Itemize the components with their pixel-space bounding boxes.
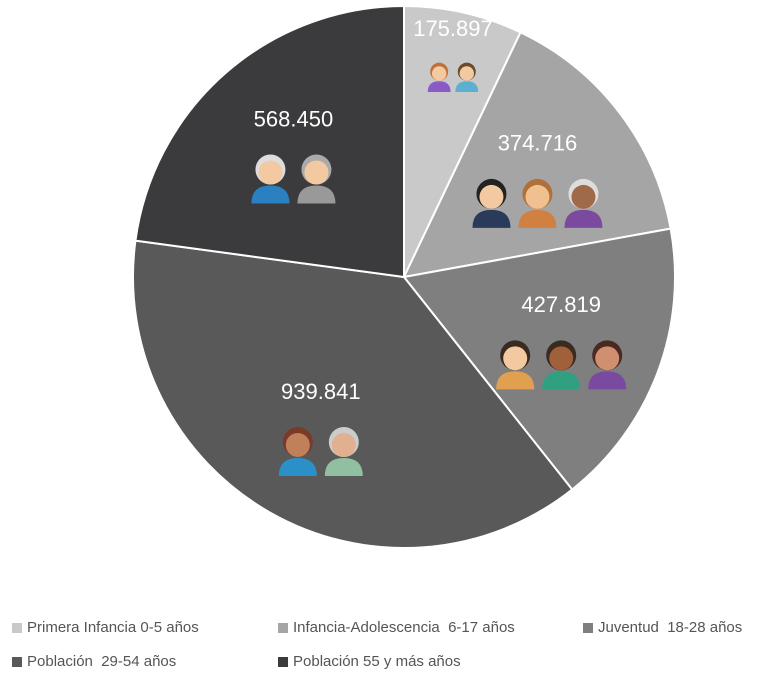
person-face (595, 346, 619, 370)
legend-label: Juventud 18-28 años (598, 619, 742, 636)
person-face (549, 346, 573, 370)
slice-label: 427.819 (521, 292, 601, 317)
legend-swatch (278, 623, 288, 633)
slice-label: 939.841 (281, 379, 361, 404)
person-face (571, 185, 595, 209)
slice-label: 175.897 (413, 16, 493, 41)
slice-label: 374.716 (498, 131, 578, 156)
person-face (286, 433, 310, 457)
person-face (304, 160, 328, 184)
legend-label: Infancia-Adolescencia 6-17 años (293, 619, 515, 636)
person-face (432, 66, 446, 80)
person-face (460, 66, 474, 80)
slice-label: 568.450 (254, 106, 334, 131)
person-face (503, 346, 527, 370)
legend-swatch (583, 623, 593, 633)
pie-slice (135, 6, 404, 277)
legend-label: Primera Infancia 0-5 años (27, 619, 199, 636)
person-face (332, 433, 356, 457)
legend-label: Población 29-54 años (27, 653, 176, 670)
person-face (525, 185, 549, 209)
legend-label: Población 55 y más años (293, 653, 461, 670)
legend-swatch (278, 657, 288, 667)
chart: 175.897 374.716 427.819 939.841 568.450 Prime… (0, 0, 764, 672)
person-face (479, 185, 503, 209)
legend-swatch (12, 623, 22, 633)
person-face (258, 160, 282, 184)
legend-swatch (12, 657, 22, 667)
